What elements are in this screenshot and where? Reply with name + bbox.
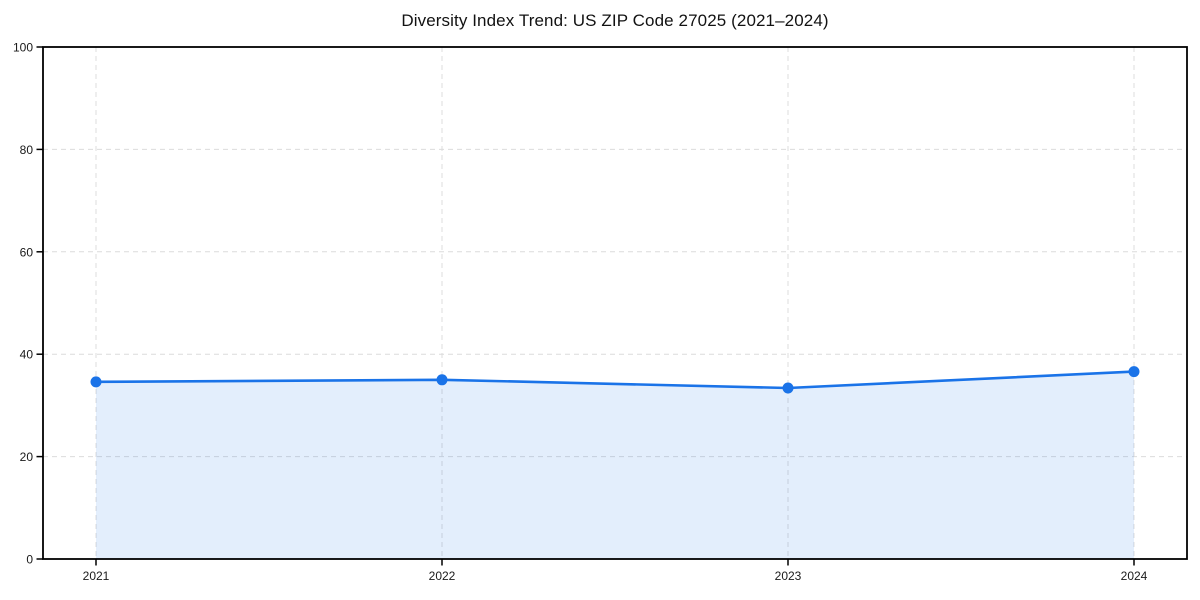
- y-tick-label: 80: [20, 143, 34, 157]
- y-tick-label: 20: [20, 450, 34, 464]
- x-tick-label: 2024: [1121, 569, 1148, 583]
- y-tick-label: 60: [20, 245, 34, 259]
- data-point-2024: [1128, 366, 1140, 378]
- data-point-2023: [782, 382, 794, 394]
- area-fill: [96, 371, 1134, 559]
- x-tick-label: 2023: [775, 569, 802, 583]
- trend-line: [94, 370, 1136, 390]
- y-tick-label: 0: [26, 553, 33, 567]
- data-point-2022: [436, 374, 448, 386]
- x-tick-label: 2022: [429, 569, 456, 583]
- y-tick-label: 100: [13, 41, 33, 55]
- y-tick-label: 40: [20, 348, 34, 362]
- data-point-2021: [90, 376, 102, 388]
- x-tick-label: 2021: [83, 569, 110, 583]
- plot-border: [42, 46, 1188, 560]
- chart-title: Diversity Index Trend: US ZIP Code 27025…: [401, 11, 829, 30]
